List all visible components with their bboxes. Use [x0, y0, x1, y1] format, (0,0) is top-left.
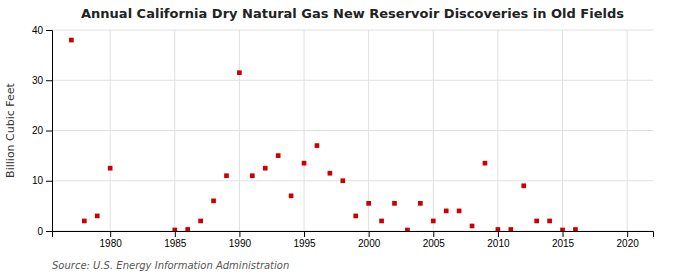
x-tick: 2005 — [423, 231, 446, 249]
grid — [52, 30, 653, 231]
y-tick: 20 — [32, 125, 52, 136]
point — [328, 171, 333, 176]
point — [95, 214, 100, 219]
y-tick: 10 — [32, 175, 52, 186]
x-tick-label: 2005 — [423, 238, 446, 249]
point — [82, 219, 87, 224]
y-grid-line — [52, 180, 653, 181]
y-tick-mark — [46, 30, 52, 31]
point — [379, 219, 384, 224]
y-tick-label: 0 — [37, 226, 43, 237]
point — [69, 38, 74, 43]
point — [289, 193, 294, 198]
point — [534, 219, 539, 224]
point — [353, 214, 358, 219]
x-tick: 2015 — [552, 231, 575, 249]
point — [508, 227, 513, 231]
x-tick-mark — [369, 231, 370, 237]
point — [405, 228, 410, 231]
y-tick-mark — [46, 231, 52, 232]
chart: 1980 1985 1990 1995 2000 2005 2010 2015 2020 0 10 2… — [0, 0, 675, 275]
y-tick-label: 20 — [32, 125, 44, 136]
point — [185, 227, 190, 231]
point — [431, 219, 436, 224]
point — [392, 201, 397, 206]
point — [573, 227, 578, 231]
point — [496, 227, 501, 231]
y-tick: 30 — [32, 75, 52, 86]
y-tick-mark — [46, 131, 52, 132]
point — [250, 173, 255, 178]
point — [366, 201, 371, 206]
x-tick-mark — [563, 231, 564, 237]
y-grid-line — [52, 130, 653, 131]
point — [237, 70, 242, 75]
x-tick-label: 2000 — [358, 238, 381, 249]
y-tick-label: 40 — [32, 25, 44, 36]
x-tick-label: 2010 — [487, 238, 510, 249]
plot-area: 1980 1985 1990 1995 2000 2005 2010 2015 2020 0 10 2… — [32, 25, 654, 249]
x-tick-mark — [304, 231, 305, 237]
y-grid-line — [52, 30, 653, 31]
x-tick: 2010 — [487, 231, 510, 249]
x-tick-label: 1985 — [164, 238, 187, 249]
point — [276, 153, 281, 158]
point — [483, 161, 488, 166]
y-axis-label: Billion Cubic Feet — [4, 82, 17, 177]
x-tick-mark — [627, 231, 628, 237]
x-tick: 1980 — [100, 231, 123, 249]
x-tick-label: 2015 — [552, 238, 575, 249]
points — [69, 38, 578, 231]
x-tick: 2000 — [358, 231, 381, 249]
point — [470, 224, 475, 229]
y-tick-mark — [46, 181, 52, 182]
x-tick-mark — [110, 231, 111, 237]
y-tick-label: 10 — [32, 175, 44, 186]
y-tick-mark — [46, 80, 52, 81]
x-tick-label: 2020 — [617, 238, 640, 249]
y-tick: 40 — [32, 25, 52, 36]
x-axis-line — [53, 232, 654, 238]
point — [340, 178, 345, 183]
x-tick-mark — [498, 231, 499, 237]
point — [560, 228, 565, 231]
y-axis-line — [46, 31, 53, 232]
point — [457, 209, 462, 214]
point — [211, 199, 216, 204]
x-tick-label: 1995 — [293, 238, 316, 249]
point — [263, 166, 268, 171]
point — [108, 166, 113, 171]
point — [172, 228, 177, 231]
x-axis: 1980 1985 1990 1995 2000 2005 2010 2015 2020 — [53, 231, 654, 249]
title: Annual California Dry Natural Gas New Re… — [81, 6, 624, 21]
point — [444, 209, 449, 214]
point — [224, 173, 229, 178]
x-tick: 1995 — [293, 231, 316, 249]
y-axis: 0 10 20 30 40 — [32, 25, 53, 237]
point — [521, 183, 526, 188]
x-tick-mark — [433, 231, 434, 237]
point — [315, 143, 320, 148]
y-grid-line — [52, 80, 653, 81]
point — [418, 201, 423, 206]
x-tick: 1990 — [229, 231, 252, 249]
point — [198, 219, 203, 224]
annotation: Source: U.S. Energy Information Administ… — [52, 260, 289, 271]
x-tick-mark — [175, 231, 176, 237]
point — [547, 219, 552, 224]
y-tick: 0 — [37, 226, 52, 237]
x-tick-label: 1990 — [229, 238, 252, 249]
x-tick-label: 1980 — [100, 238, 123, 249]
point — [302, 161, 307, 166]
x-tick-mark — [239, 231, 240, 237]
y-tick-label: 30 — [32, 75, 44, 86]
x-tick: 1985 — [164, 231, 187, 249]
x-tick: 2020 — [617, 231, 640, 249]
